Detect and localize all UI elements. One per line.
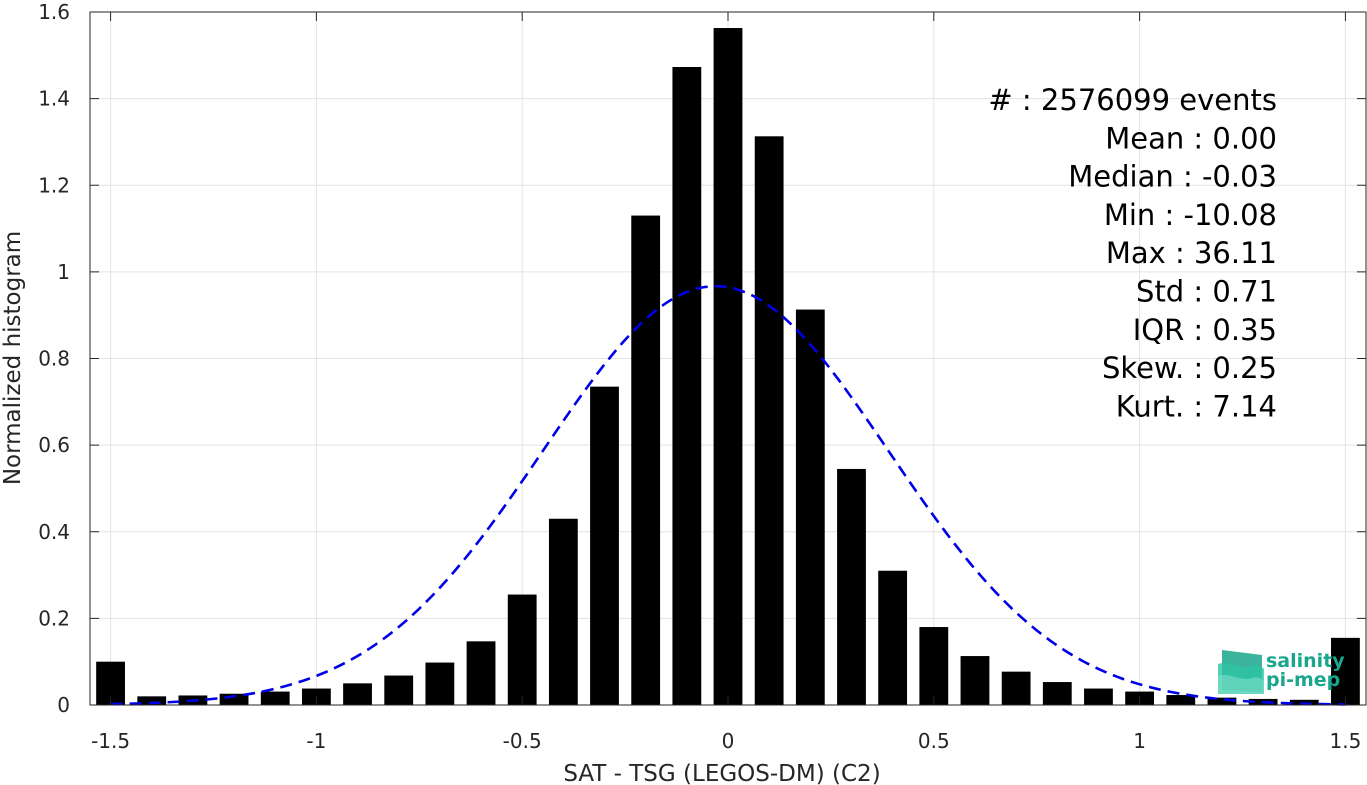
logo-line-1: salinity <box>1266 650 1345 672</box>
y-tick-label: 0.6 <box>38 433 70 457</box>
y-tick-label: 1.4 <box>38 87 70 111</box>
y-tick-label: 1.2 <box>38 173 70 197</box>
histogram-bar <box>837 468 866 705</box>
histogram-bar <box>795 309 825 705</box>
histogram-bar <box>919 627 949 705</box>
histogram-bar <box>548 518 578 705</box>
histogram-bar <box>960 656 990 705</box>
y-tick-label: 0.2 <box>38 606 70 630</box>
histogram-bars <box>96 28 1360 705</box>
stat-line: Std : 0.71 <box>1136 275 1277 309</box>
histogram-bar <box>713 28 743 705</box>
histogram-bar <box>1084 688 1113 705</box>
histogram-bar <box>507 594 537 705</box>
x-tick-label: -1.5 <box>91 729 130 753</box>
stat-line: Kurt. : 7.14 <box>1116 389 1277 423</box>
histogram-bar <box>754 136 784 705</box>
histogram-bar <box>343 683 372 705</box>
histogram-bar <box>1042 682 1072 705</box>
x-tick-label: 0.5 <box>918 729 950 753</box>
gaussian-fit-curve <box>110 284 1346 706</box>
y-tick-label: 0 <box>57 693 70 717</box>
histogram-bar <box>672 67 702 705</box>
x-tick-label: 1 <box>1133 729 1146 753</box>
axis-ticks <box>90 11 1366 706</box>
histogram-bar <box>1331 637 1360 705</box>
histogram-bar <box>466 641 496 705</box>
y-tick-label: 0.8 <box>38 347 70 371</box>
histogram-bar <box>384 675 414 705</box>
histogram-bar <box>1001 671 1031 705</box>
histogram-bar <box>219 693 249 705</box>
histogram-bar <box>1289 699 1319 705</box>
stat-line: IQR : 0.35 <box>1133 313 1277 347</box>
histogram-bar <box>425 662 455 705</box>
stat-line: # : 2576099 events <box>988 83 1277 117</box>
logo-line-2: pi-mep <box>1266 669 1340 691</box>
y-tick-labels: 0 0.2 0.4 0.6 0.8 1 1.2 1.4 1.6 <box>38 0 70 717</box>
x-tick-label: -1 <box>306 729 326 753</box>
wave-icon <box>1218 650 1264 694</box>
stat-line: Mean : 0.00 <box>1105 121 1277 155</box>
x-tick-label: 1.5 <box>1330 729 1362 753</box>
stat-line: Min : -10.08 <box>1104 198 1277 232</box>
y-tick-label: 0.4 <box>38 520 70 544</box>
y-axis-title: Normalized histogram <box>0 231 26 485</box>
y-tick-label: 1 <box>57 260 70 284</box>
statistics-box: # : 2576099 events Mean : 0.00 Median : -0… <box>988 83 1277 423</box>
stat-line: Skew. : 0.25 <box>1102 351 1277 385</box>
x-tick-label: -0.5 <box>503 729 542 753</box>
histogram-bar <box>878 570 908 705</box>
stat-line: Max : 36.11 <box>1106 236 1277 270</box>
histogram-bar <box>137 696 167 705</box>
stat-line: Median : -0.03 <box>1068 160 1277 194</box>
x-axis-title: SAT - TSG (LEGOS-DM) (C2) <box>563 761 880 785</box>
x-tick-label: 0 <box>722 729 735 753</box>
histogram-bar <box>590 386 619 705</box>
salinity-pi-mep-logo: salinity pi-mep <box>1218 650 1345 694</box>
histogram-bar <box>631 215 661 705</box>
histogram-bar <box>1207 697 1237 705</box>
x-tick-labels: -1.5 -1 -0.5 0 0.5 1 1.5 <box>91 729 1361 753</box>
y-tick-label: 1.6 <box>38 0 70 24</box>
histogram-bar <box>260 691 290 705</box>
histogram-bar <box>1166 695 1196 705</box>
